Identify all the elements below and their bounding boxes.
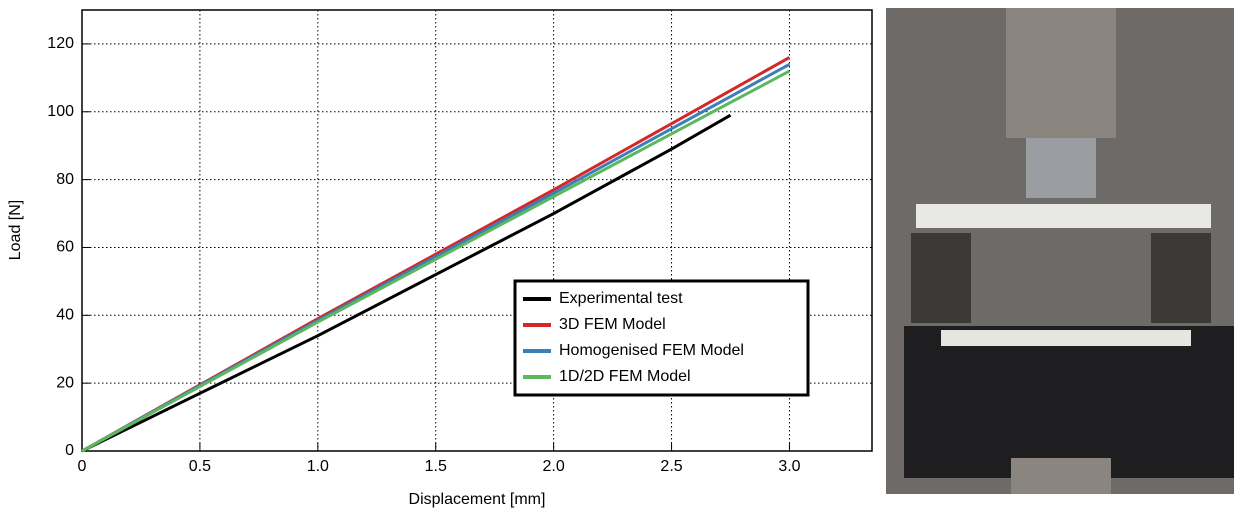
legend-label: Homogenised FEM Model: [559, 342, 744, 359]
x-axis-label: Displacement [mm]: [409, 491, 546, 508]
x-tick-label: 2.0: [543, 458, 565, 475]
y-tick-label: 60: [56, 239, 74, 256]
base-block: [904, 326, 1234, 478]
y-tick-label: 80: [56, 171, 74, 188]
ruler: [941, 330, 1191, 346]
x-tick-label: 3.0: [778, 458, 800, 475]
y-tick-label: 20: [56, 374, 74, 391]
left-support: [911, 233, 971, 323]
test-photo: [886, 8, 1234, 494]
series-line: [81, 69, 791, 453]
lattice-beam: [916, 204, 1211, 228]
y-tick-label: 120: [47, 35, 74, 52]
legend-label: Experimental test: [559, 290, 683, 307]
lower-grip: [1011, 458, 1111, 494]
upper-grip: [1006, 8, 1116, 138]
right-support: [1151, 233, 1211, 323]
y-axis-label: Load [N]: [7, 200, 24, 260]
x-tick-label: 1.5: [425, 458, 447, 475]
legend-label: 1D/2D FEM Model: [559, 368, 691, 385]
chart: Displacement [mm] Load [N] 0 0.5 1.0 1.5 2.0…: [7, 9, 873, 508]
y-tick-label: 0: [65, 442, 74, 459]
x-tick-label: 0: [78, 458, 87, 475]
legend-box: [513, 279, 810, 397]
x-tick-label: 0.5: [189, 458, 211, 475]
y-tick-label: 40: [56, 307, 74, 324]
x-tick-label: 1.0: [307, 458, 329, 475]
legend-label: 3D FEM Model: [559, 316, 666, 333]
indenter: [1026, 138, 1096, 198]
y-tick-label: 100: [47, 103, 74, 120]
series-line: [81, 113, 732, 453]
x-tick-label: 2.5: [660, 458, 682, 475]
plot-frame: [81, 9, 873, 452]
